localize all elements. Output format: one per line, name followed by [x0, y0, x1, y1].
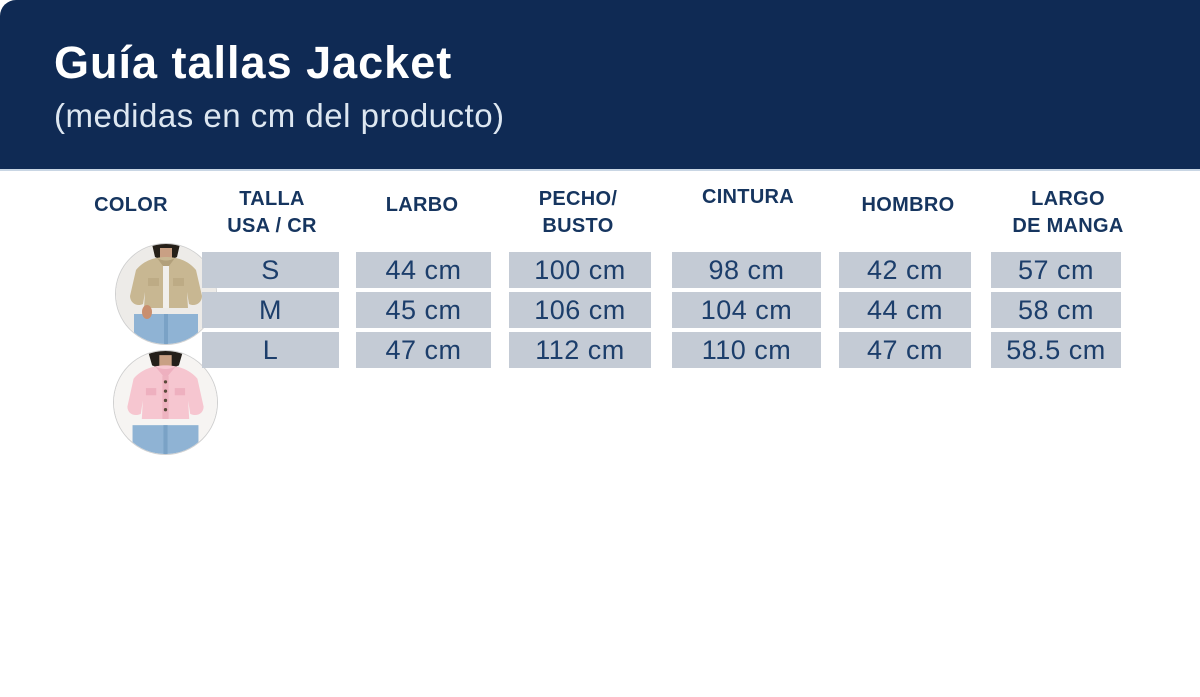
cell-size-m-largo-manga: 58 cm	[991, 292, 1121, 328]
cell-size-l-hombro: 47 cm	[839, 332, 971, 368]
pink-jacket-illustration	[114, 351, 217, 454]
column-header-hombro: HOMBRO	[862, 192, 955, 219]
cell-size-m-larbo: 45 cm	[356, 292, 491, 328]
column-header-label: PECHO/	[538, 188, 618, 210]
column-header-color: COLOR	[94, 192, 168, 219]
cell-size-s-cintura: 98 cm	[672, 252, 821, 288]
cell-size-m-cintura: 104 cm	[672, 292, 821, 328]
cell-size-l-larbo: 47 cm	[356, 332, 491, 368]
cell-size-m-talla: M	[202, 292, 339, 328]
khaki-jacket-illustration	[116, 244, 216, 344]
column-header-label: LARBO	[385, 194, 459, 216]
column-header-label: CINTURA	[701, 186, 795, 208]
cell-size-s-largo-manga: 57 cm	[991, 252, 1121, 288]
column-header-label2: BUSTO	[542, 215, 614, 237]
column-header-talla: TALLA USA / CR	[227, 186, 316, 240]
cell-size-s-talla: S	[202, 252, 339, 288]
cell-size-l-cintura: 110 cm	[672, 332, 821, 368]
column-header-label: LARGO	[1031, 188, 1105, 210]
header-band: Guía tallas Jacket (medidas en cm del pr…	[0, 0, 1200, 171]
column-header-label: TALLA	[239, 188, 305, 210]
pink-jacket-photo	[114, 351, 217, 454]
cell-size-m-hombro: 44 cm	[839, 292, 971, 328]
column-header-cintura: CINTURA	[702, 184, 794, 211]
cell-size-l-largo-manga: 58.5 cm	[991, 332, 1121, 368]
cell-size-s-pecho: 100 cm	[509, 252, 651, 288]
column-header-label: COLOR	[94, 194, 168, 216]
page-title: Guía tallas Jacket	[54, 37, 453, 88]
column-header-larbo: LARBO	[386, 192, 459, 219]
column-header-label2: DE MANGA	[1012, 215, 1124, 237]
cell-size-m-pecho: 106 cm	[509, 292, 651, 328]
column-header-label2: USA / CR	[227, 215, 317, 237]
column-header-pecho-busto: PECHO/ BUSTO	[539, 186, 617, 240]
cell-size-l-pecho: 112 cm	[509, 332, 651, 368]
khaki-jacket-photo	[116, 244, 216, 344]
page-subtitle: (medidas en cm del producto)	[54, 97, 505, 134]
cell-size-s-larbo: 44 cm	[356, 252, 491, 288]
cell-size-l-talla: L	[202, 332, 339, 368]
column-header-label: HOMBRO	[861, 194, 955, 216]
cell-size-s-hombro: 42 cm	[839, 252, 971, 288]
column-header-largo-de-manga: LARGO DE MANGA	[1012, 186, 1123, 240]
